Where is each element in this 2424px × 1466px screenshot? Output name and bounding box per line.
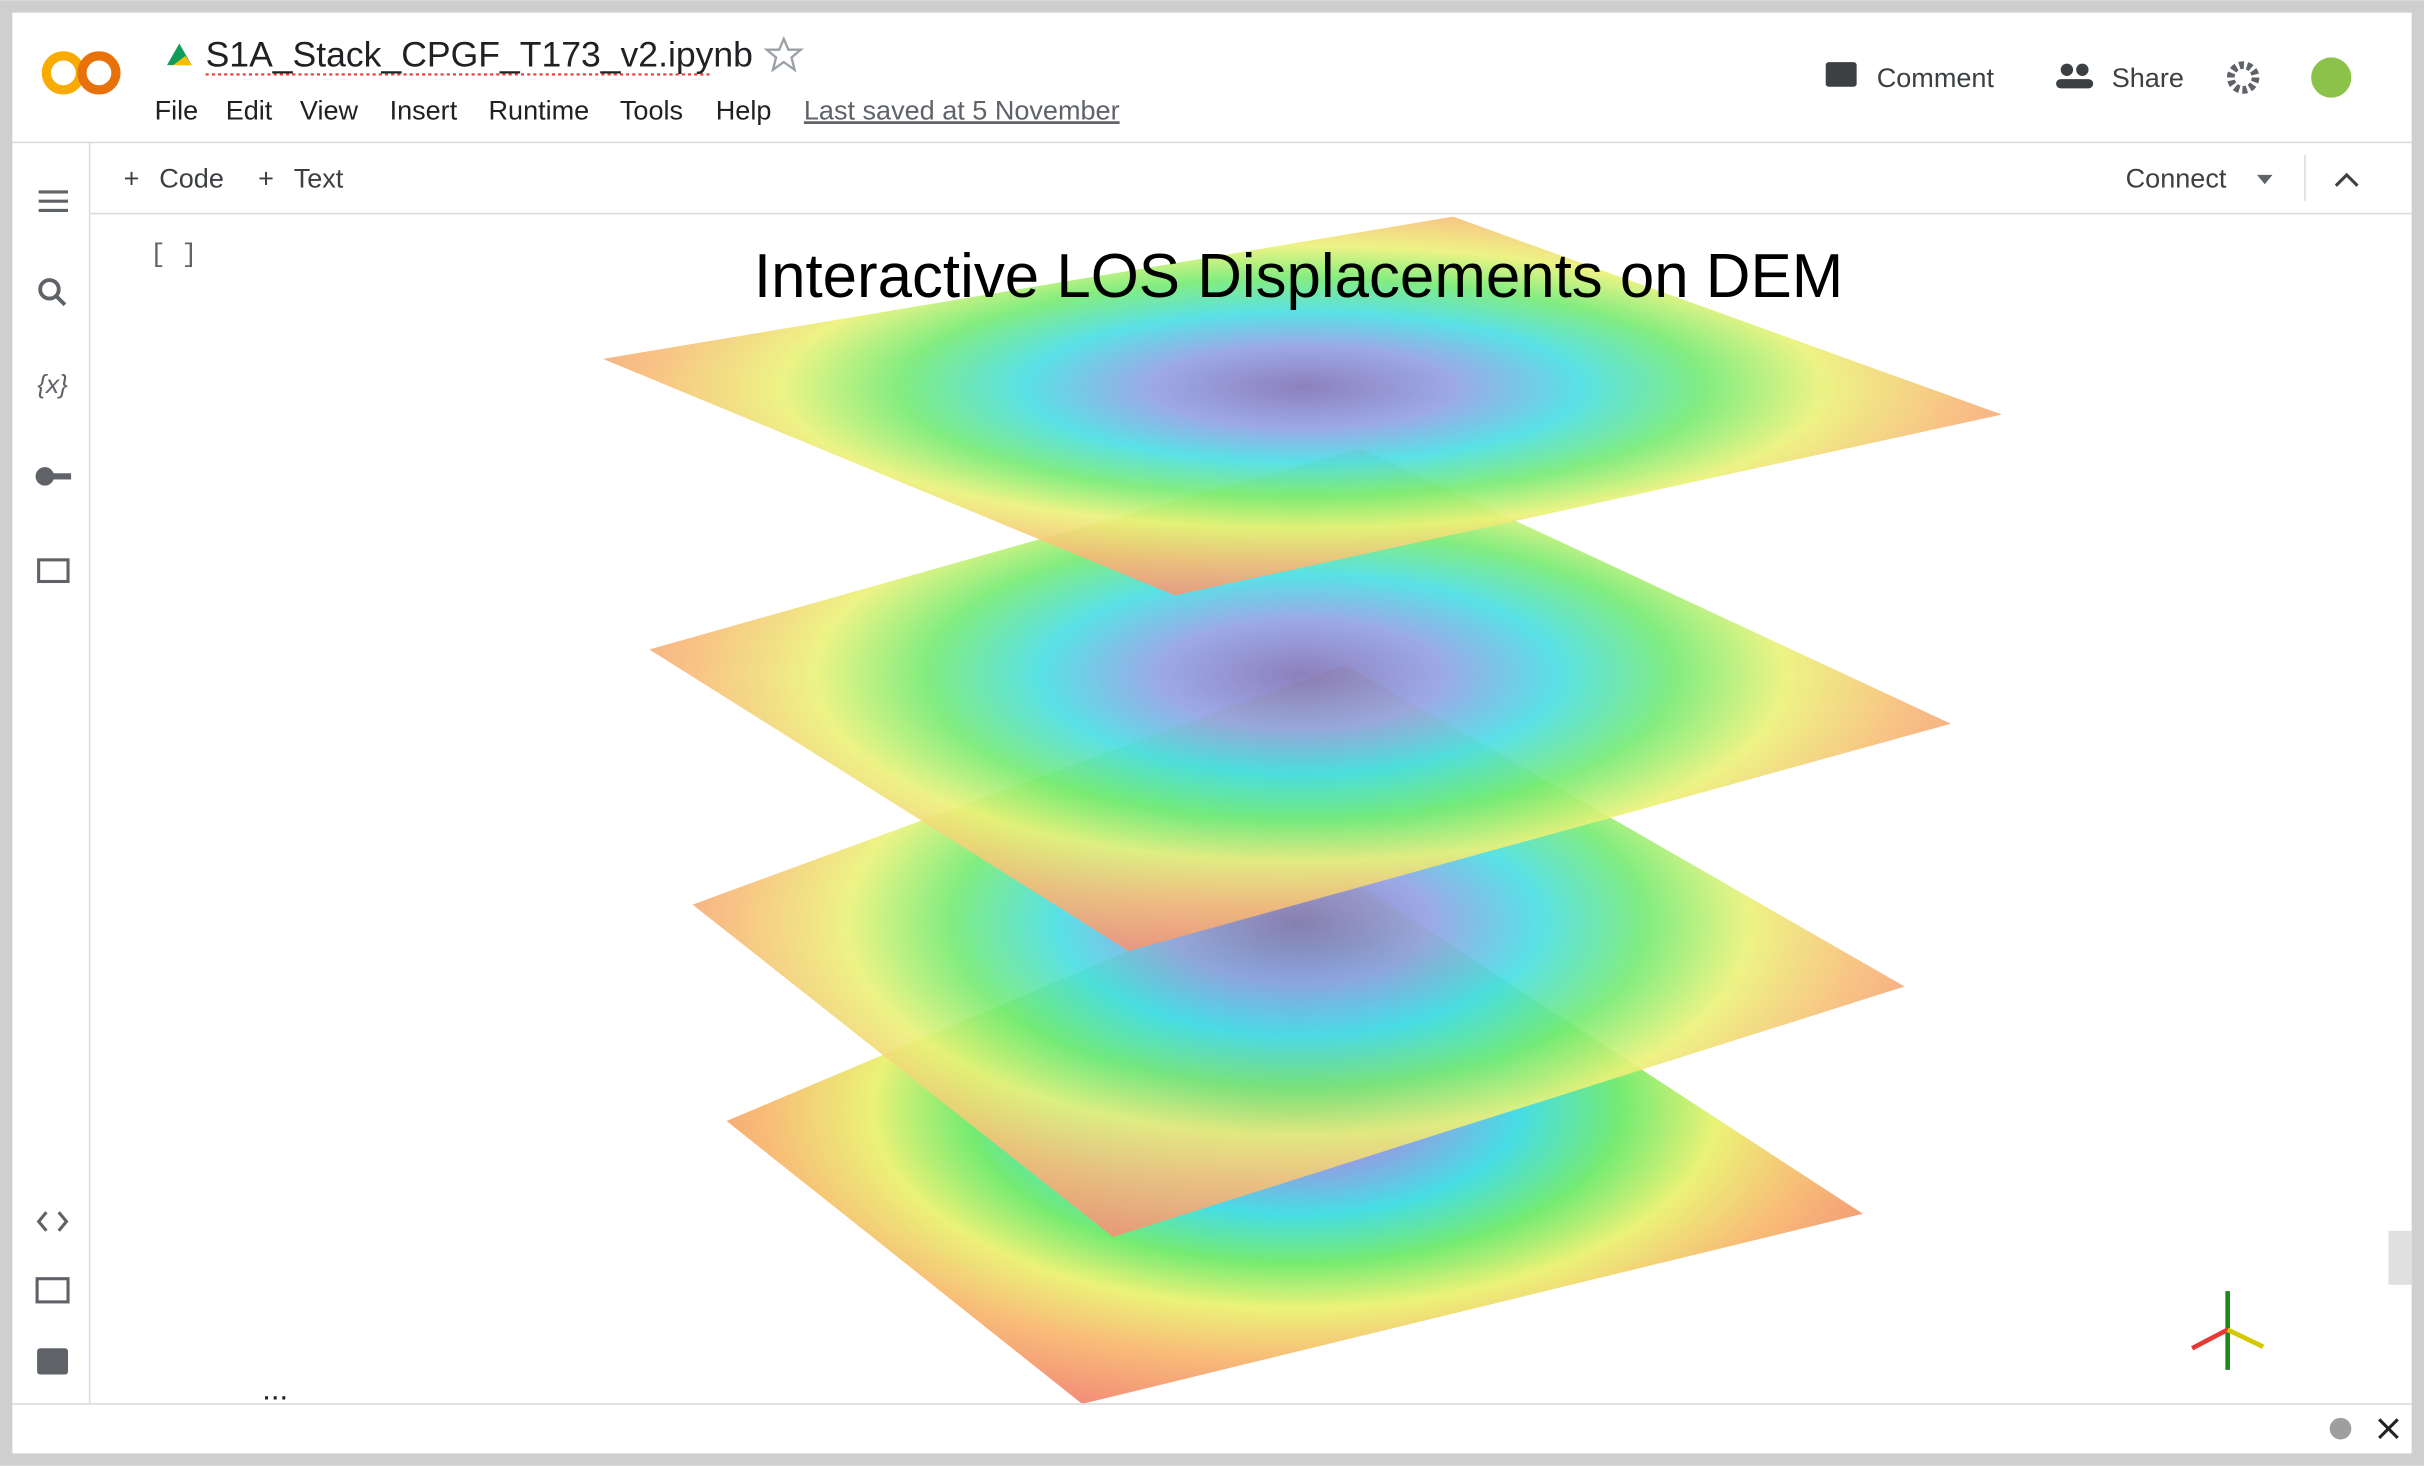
search-icon[interactable] [38, 278, 67, 307]
snippets-icon[interactable] [36, 1211, 48, 1232]
share-button[interactable]: Share [2112, 63, 2184, 93]
connect-dropdown[interactable] [2257, 174, 2273, 185]
variables-icon[interactable]: {x} [37, 369, 68, 399]
plot-title: Interactive LOS Displacements on DEM [754, 242, 1843, 311]
last-saved[interactable]: Last saved at 5 November [804, 95, 1120, 125]
menu-bar: File Edit View Insert Runtime Tools Help [155, 95, 772, 125]
toc-icon[interactable] [38, 190, 69, 213]
snippets-icon[interactable] [57, 1211, 69, 1232]
run-indicator[interactable]: [ ] [150, 239, 197, 269]
surface-layer [602, 216, 2002, 596]
logo [41, 51, 121, 95]
plot-3d [602, 216, 2002, 1404]
comment-button[interactable]: Comment [1877, 63, 1995, 93]
add-code-button[interactable]: Code [159, 163, 224, 193]
surface-layer [649, 448, 1951, 951]
scrollbar-thumb[interactable] [2388, 1230, 2412, 1285]
avatar[interactable] [2311, 57, 2352, 98]
menu-item[interactable]: File [155, 95, 199, 125]
menu-item[interactable]: Runtime [489, 95, 590, 125]
menu-item[interactable]: Insert [390, 95, 458, 125]
menu-item[interactable]: Edit [226, 95, 273, 125]
secrets-icon[interactable] [35, 467, 72, 486]
collapse-button[interactable] [2334, 172, 2359, 187]
add-text-plus[interactable]: + [258, 163, 274, 193]
command-palette-icon[interactable] [35, 1277, 70, 1304]
axes-orientation [2191, 1291, 2265, 1370]
files-icon[interactable] [37, 558, 70, 584]
menu-item[interactable]: Tools [620, 95, 683, 125]
terminal-icon[interactable] [37, 1348, 69, 1375]
add-code-plus[interactable]: + [124, 163, 140, 193]
menu-item[interactable]: View [300, 95, 359, 125]
menu-item[interactable]: Help [716, 95, 772, 125]
connect-button[interactable]: Connect [2126, 163, 2227, 193]
drive-icon-part [173, 55, 192, 66]
add-text-button[interactable]: Text [294, 163, 344, 193]
close-button[interactable] [2378, 1418, 2399, 1440]
star-button[interactable] [763, 35, 804, 73]
status-dot [2329, 1417, 2352, 1440]
more-indicator[interactable]: ... [262, 1371, 288, 1406]
comment-icon[interactable] [1825, 62, 1857, 87]
notebook-name[interactable]: S1A_Stack_CPGF_T173_v2.ipynb [206, 35, 753, 75]
share-icon[interactable] [2056, 63, 2094, 89]
